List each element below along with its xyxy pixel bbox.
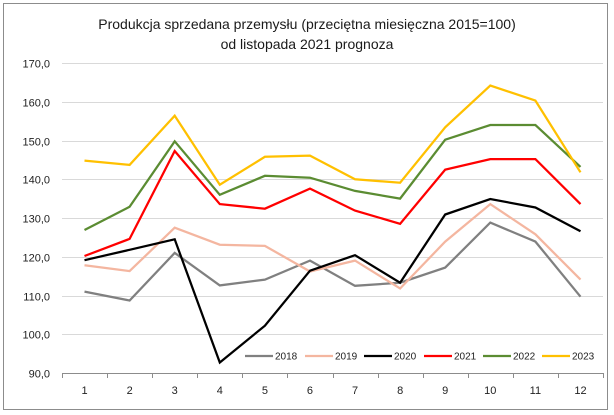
series-line-2020 <box>84 197 582 365</box>
y-tick-label: 110,0 <box>23 292 50 304</box>
y-tick-label: 120,0 <box>22 253 50 265</box>
y-tick-label: 130,0 <box>22 214 50 226</box>
y-tick-label: 90,0 <box>29 369 50 381</box>
series-line-2023 <box>84 84 582 187</box>
x-axis: 1 2 3 4 5 6 7 8 9 10 11 12 <box>62 373 604 397</box>
y-tick-label: 150,0 <box>22 137 50 149</box>
chart-title-line-1: Produkcja sprzedana przemysłu (przeciętn… <box>98 16 516 32</box>
legend: 2018 2019 2020 2021 2022 2023 <box>245 352 595 363</box>
legend-label: 2019 <box>335 352 358 363</box>
x-tick-label: 2 <box>127 385 133 397</box>
legend-label: 2018 <box>275 352 298 363</box>
y-tick-label: 170,0 <box>22 59 50 71</box>
legend-item-2023: 2023 <box>542 352 595 363</box>
y-tick-label: 100,0 <box>22 330 50 342</box>
chart-frame <box>3 3 608 410</box>
series-line-2018 <box>84 221 582 302</box>
x-tick-label: 7 <box>352 385 358 397</box>
series-lines <box>83 84 582 365</box>
series-line-2021 <box>84 148 582 258</box>
x-tick-label: 10 <box>484 385 496 397</box>
x-tick-label: 8 <box>397 385 403 397</box>
legend-label: 2021 <box>454 352 477 363</box>
legend-item-2018: 2018 <box>245 352 298 363</box>
legend-item-2019: 2019 <box>305 352 358 363</box>
x-tick-label: 4 <box>217 385 223 397</box>
legend-label: 2022 <box>513 352 536 363</box>
legend-item-2021: 2021 <box>424 352 477 363</box>
x-tick-label: 5 <box>262 385 268 397</box>
series-line-2019 <box>84 202 582 290</box>
x-tick-label: 1 <box>81 385 87 397</box>
x-tick-label: 11 <box>530 385 541 397</box>
x-tick-label: 12 <box>574 385 586 397</box>
series-line-2022 <box>83 123 582 232</box>
chart-subtitle: od listopada 2021 prognoza <box>220 36 394 52</box>
y-tick-label: 160,0 <box>22 98 50 110</box>
y-axis: 90,0 100,0 110,0 120,0 130,0 140,0 150,0 160,0 1… <box>22 59 50 381</box>
chart-title: Produkcja sprzedana przemysłu (przeciętn… <box>0 14 614 54</box>
legend-item-2020: 2020 <box>364 352 417 363</box>
legend-label: 2023 <box>572 352 595 363</box>
y-tick-label: 140,0 <box>22 175 50 187</box>
x-tick-label: 3 <box>172 385 178 397</box>
x-tick-label: 9 <box>442 385 448 397</box>
x-tick-label: 6 <box>307 385 313 397</box>
legend-item-2022: 2022 <box>483 352 536 363</box>
legend-label: 2020 <box>394 352 417 363</box>
